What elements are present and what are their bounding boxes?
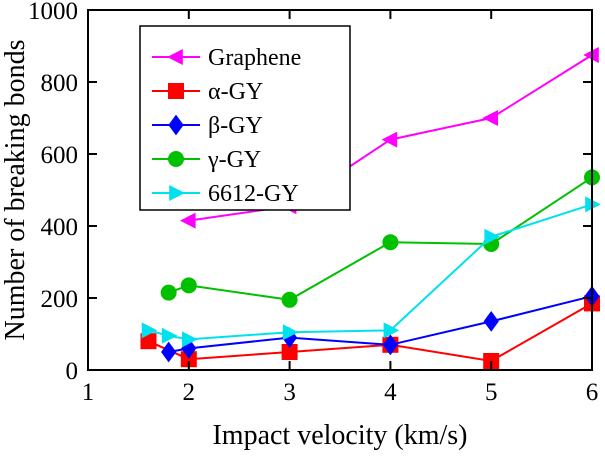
series-β-GY-marker bbox=[483, 311, 499, 332]
series-γ-GY-marker bbox=[281, 291, 298, 308]
y-tick-label: 1000 bbox=[28, 0, 78, 25]
series-6612-GY-marker bbox=[484, 228, 500, 245]
x-tick-label: 3 bbox=[283, 379, 296, 406]
x-tick-label: 6 bbox=[586, 379, 599, 406]
y-tick-label: 800 bbox=[41, 70, 79, 97]
legend-label-γ-GY: γ-GY bbox=[207, 147, 261, 173]
series-α-GY-marker bbox=[281, 344, 298, 360]
y-tick-label: 400 bbox=[41, 214, 79, 241]
plot-layer: Graphene α-GY β-GY γ-GY 6612-GY 1 2 3 4 5 6 0 200 400… bbox=[28, 0, 601, 406]
series-Graphene-marker bbox=[180, 212, 196, 229]
series-γ-GY-marker bbox=[160, 284, 177, 301]
series-γ-GY-marker bbox=[382, 234, 399, 251]
y-tick-label: 0 bbox=[66, 358, 79, 385]
series-Graphene-marker bbox=[381, 131, 398, 148]
legend-label-β-GY: β-GY bbox=[208, 113, 263, 139]
legend-β-GY-marker bbox=[168, 114, 184, 136]
y-tick-label: 200 bbox=[41, 286, 79, 313]
series-β-GY-marker bbox=[382, 334, 398, 356]
legend-γ-GY-marker bbox=[168, 151, 184, 167]
series-α-GY-marker bbox=[140, 333, 157, 350]
series-6612-GY-marker bbox=[161, 327, 178, 344]
series-6612-GY-marker bbox=[141, 322, 158, 339]
series-Graphene-marker bbox=[482, 110, 498, 126]
legend-Graphene-marker bbox=[167, 49, 183, 65]
x-tick-label: 2 bbox=[183, 379, 196, 406]
x-tick-label: 1 bbox=[82, 379, 95, 406]
series-6612-GY-marker bbox=[282, 324, 299, 341]
series-β-GY-marker bbox=[282, 327, 298, 348]
legend-label-α-GY: α-GY bbox=[208, 79, 263, 105]
x-tick-label: 4 bbox=[384, 379, 397, 406]
legend-α-GY-marker bbox=[168, 83, 184, 99]
series-β-GY-marker bbox=[161, 341, 177, 363]
x-tick-label: 5 bbox=[485, 379, 498, 406]
series-line-β-GY bbox=[168, 295, 593, 353]
series-line-6612-GY bbox=[148, 203, 593, 341]
axes-box bbox=[87, 9, 593, 371]
series-α-GY-marker bbox=[180, 351, 197, 368]
legend-label-6612-GY: 6612-GY bbox=[208, 181, 299, 207]
x-axis-label: Impact velocity (km/s) bbox=[212, 420, 467, 451]
series-6612-GY-marker bbox=[383, 322, 400, 339]
series-γ-GY-marker bbox=[180, 277, 197, 294]
legend-label-Graphene: Graphene bbox=[208, 45, 301, 71]
y-axis-label: Number of breaking bonds bbox=[0, 40, 31, 341]
series-6612-GY-marker bbox=[182, 331, 198, 348]
y-tick-label: 600 bbox=[41, 142, 79, 169]
legend-6612-GY-marker bbox=[169, 185, 185, 201]
